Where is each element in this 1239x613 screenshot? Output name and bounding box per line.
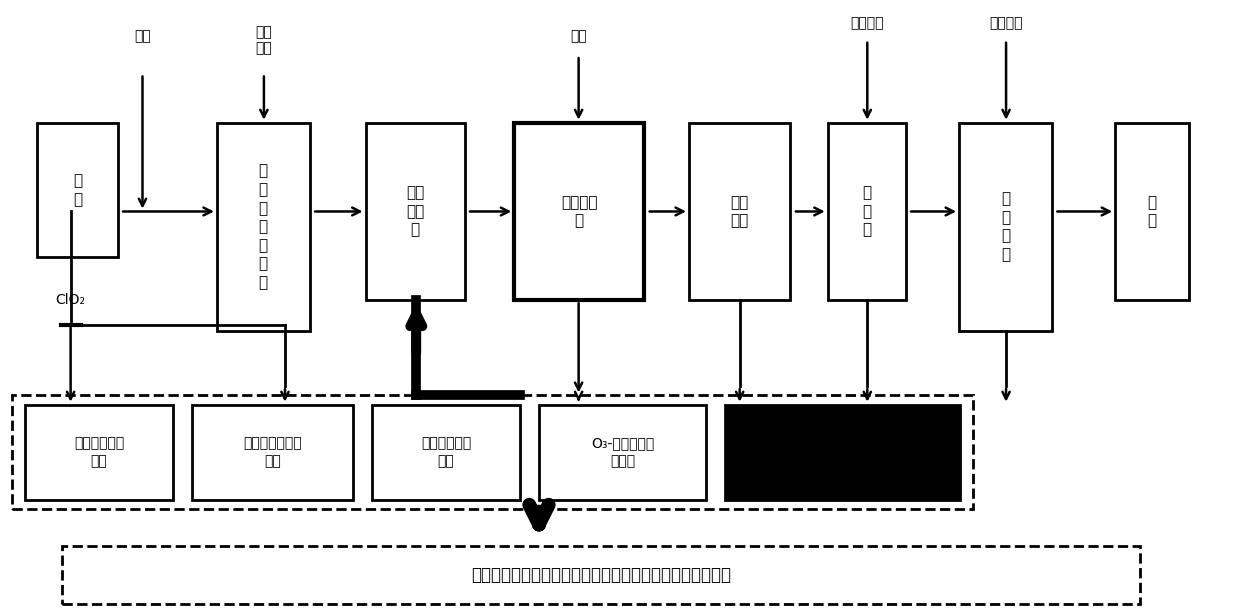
Bar [25, 405, 173, 500]
Bar [539, 405, 706, 500]
Bar [689, 123, 790, 300]
Bar [959, 123, 1052, 331]
Text: 炭砂
滤池: 炭砂 滤池 [731, 195, 748, 228]
Bar [366, 123, 465, 300]
Text: 次氯酸钠: 次氯酸钠 [850, 17, 885, 31]
Bar [192, 405, 353, 500]
Text: 清
水
池: 清 水 池 [862, 185, 871, 238]
Bar [1115, 123, 1189, 300]
Text: 用
户: 用 户 [1147, 195, 1157, 228]
Text: 碱铝
石灰: 碱铝 石灰 [255, 25, 273, 55]
Bar [725, 405, 960, 500]
Text: O₃-炭砂深度处
理技术: O₃-炭砂深度处 理技术 [591, 436, 654, 468]
Text: 次氯酸钠: 次氯酸钠 [989, 17, 1023, 31]
Text: 臭氧接触
池: 臭氧接触 池 [561, 195, 597, 228]
Text: 粉炭: 粉炭 [134, 29, 151, 43]
Bar [372, 405, 520, 500]
Text: 送
水
泵
房: 送 水 泵 房 [1001, 191, 1010, 262]
Text: 斜管
沉淀
池: 斜管 沉淀 池 [406, 185, 424, 238]
Bar [12, 395, 973, 509]
Text: 原
水: 原 水 [73, 173, 82, 207]
Bar [514, 123, 644, 300]
Text: 强化混凝沉淀
技术: 强化混凝沉淀 技术 [421, 436, 471, 468]
Text: 替代氯预氧化
技术: 替代氯预氧化 技术 [74, 436, 124, 468]
Text: 醇体物吸附去除
技术: 醇体物吸附去除 技术 [243, 436, 302, 468]
Text: 全流程多级屏障氯化消毒副产物三氯乙醛控制技术综合示范: 全流程多级屏障氯化消毒副产物三氯乙醛控制技术综合示范 [471, 566, 731, 584]
Text: 孔
室
旋
转
反
应
池: 孔 室 旋 转 反 应 池 [259, 164, 268, 290]
Bar [217, 123, 310, 331]
Bar [828, 123, 906, 300]
Text: ClO₂: ClO₂ [56, 294, 85, 307]
Bar [37, 123, 118, 257]
Bar [62, 546, 1140, 604]
Text: 臭氧: 臭氧 [570, 29, 587, 43]
